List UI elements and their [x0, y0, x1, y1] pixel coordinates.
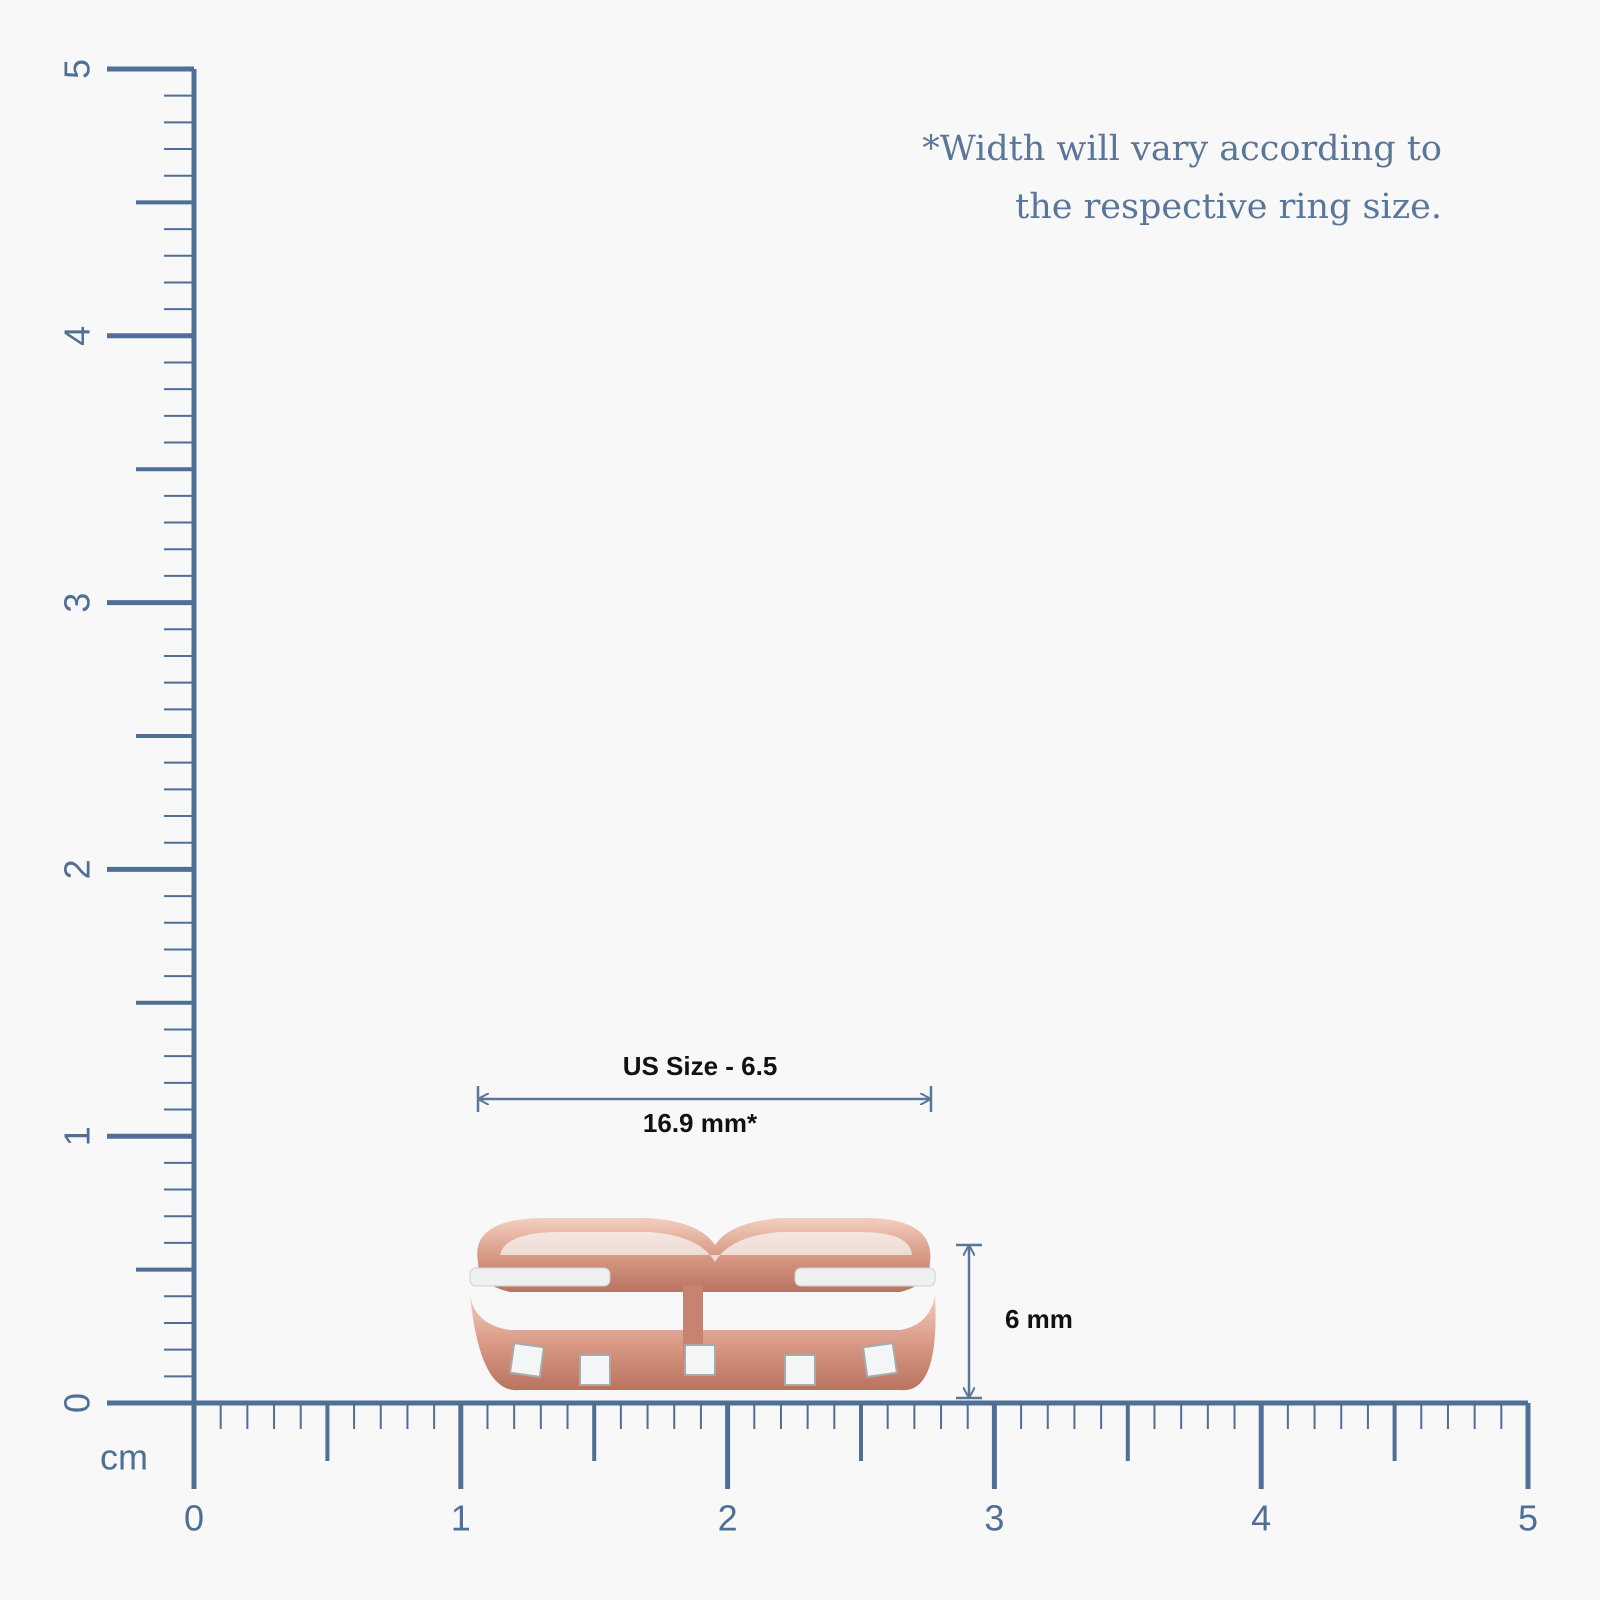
y-tick-label: 3 [57, 593, 98, 613]
y-tick-label: 0 [57, 1393, 98, 1413]
y-tick-label: 5 [57, 59, 98, 79]
x-tick-label: 5 [1518, 1498, 1538, 1539]
y-tick-label: 4 [57, 326, 98, 346]
ring [469, 1218, 936, 1391]
x-tick-label: 3 [984, 1498, 1004, 1539]
x-tick-label: 0 [184, 1498, 204, 1539]
size-label: US Size - 6.5 [623, 1051, 778, 1081]
x-tick-label: 4 [1251, 1498, 1271, 1539]
unit-label: cm [100, 1437, 148, 1478]
height-label: 6 mm [1005, 1304, 1073, 1334]
note-line: *Width will vary according to [922, 129, 1442, 169]
y-tick-label: 1 [57, 1126, 98, 1146]
y-tick-label: 2 [57, 859, 98, 879]
note-line: the respective ring size. [1015, 187, 1442, 227]
x-tick-label: 2 [718, 1498, 738, 1539]
x-tick-label: 1 [451, 1498, 471, 1539]
width-label: 16.9 mm* [643, 1108, 758, 1138]
